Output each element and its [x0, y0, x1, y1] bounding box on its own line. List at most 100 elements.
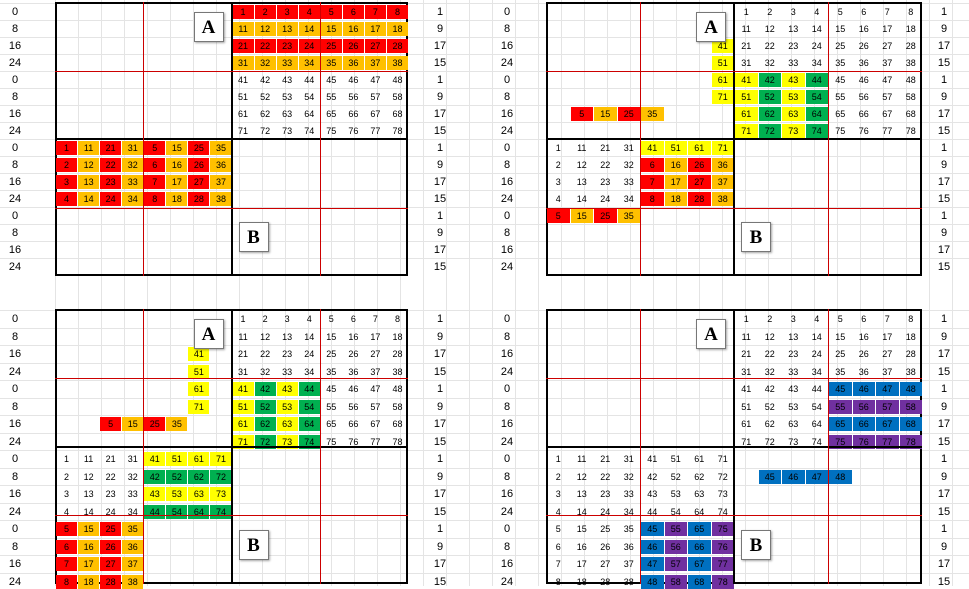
matrix-cell: 43	[276, 382, 298, 396]
matrix-cell: 14	[576, 507, 587, 517]
matrix-cell: 45	[835, 75, 846, 85]
matrix-cell: 2	[767, 7, 773, 17]
matrix-cell: 18	[905, 332, 916, 342]
row-offset-label: 16	[8, 488, 22, 500]
row-index-label: 15	[433, 125, 447, 137]
matrix-cell: 66	[858, 109, 869, 119]
matrix-cell: 32	[127, 472, 138, 482]
matrix-cell: 18	[392, 332, 403, 342]
matrix-cell: 71	[210, 452, 232, 466]
matrix-cell: 55	[326, 402, 337, 412]
matrix-cell: 75	[835, 126, 846, 136]
matrix-cell: 11	[741, 24, 751, 34]
row-offset-label: 16	[500, 558, 514, 570]
sheet-gridline-h	[0, 398, 969, 399]
matrix-cell: 52	[670, 472, 681, 482]
matrix-cell: 26	[858, 41, 869, 51]
matrix-cell: 26	[600, 542, 611, 552]
row-offset-label: 24	[8, 576, 22, 588]
row-index-label: 15	[433, 366, 447, 378]
row-offset-label: 16	[8, 558, 22, 570]
sheet-gridline-v	[78, 0, 79, 586]
sheet-gridline-v	[400, 0, 401, 586]
matrix-cell: 14	[811, 332, 822, 342]
matrix-cell: 73	[282, 126, 293, 136]
matrix-cell: 7	[144, 175, 166, 189]
row-offset-label: 24	[8, 436, 22, 448]
matrix-cell: 32	[623, 472, 634, 482]
row-offset-label: 24	[500, 125, 514, 137]
matrix-cell: 25	[835, 349, 846, 359]
matrix-cell: 31	[623, 143, 634, 153]
row-offset-label: 8	[503, 159, 511, 171]
sheet-gridline-v	[423, 0, 424, 586]
matrix-cell: 34	[811, 58, 822, 68]
sheet-gridline-v	[446, 0, 447, 586]
matrix-cell: 51	[735, 90, 758, 104]
sheet-gridline-v	[814, 0, 815, 586]
matrix-cell: 58	[905, 92, 916, 102]
row-index-label: 1	[436, 523, 444, 535]
matrix-cell: 28	[600, 577, 611, 587]
matrix-cell: 25	[320, 39, 342, 53]
matrix-cell: 13	[276, 22, 298, 36]
matrix-cell: 17	[576, 559, 587, 569]
matrix-cell: 65	[829, 417, 852, 431]
row-offset-label: 0	[503, 453, 511, 465]
matrix-cell: 74	[811, 437, 822, 447]
matrix-cell: 3	[555, 489, 561, 499]
matrix-cell: 68	[392, 109, 403, 119]
matrix-cell: 47	[641, 557, 664, 571]
row-offset-label: 16	[500, 244, 514, 256]
matrix-cell: 61	[188, 452, 210, 466]
matrix-cell: 32	[623, 160, 634, 170]
matrix-cell: 4	[56, 192, 78, 206]
matrix-cell: 77	[711, 557, 734, 571]
matrix-cell: 51	[188, 365, 210, 379]
matrix-cell: 25	[326, 349, 337, 359]
sub-block-divider-h	[546, 70, 922, 72]
matrix-cell: 47	[876, 382, 899, 396]
matrix-cell: 71	[711, 141, 734, 155]
matrix-cell: 24	[100, 192, 122, 206]
matrix-cell: 13	[576, 177, 587, 187]
row-index-label: 1	[940, 523, 948, 535]
matrix-cell: 25	[617, 107, 640, 121]
matrix-cell: 57	[882, 92, 893, 102]
matrix-cell: 11	[577, 454, 587, 464]
row-offset-label: 0	[11, 6, 19, 18]
matrix-cell: 71	[735, 124, 758, 138]
matrix-cell: 13	[83, 489, 94, 499]
matrix-cell: 33	[122, 175, 144, 189]
row-offset-label: 16	[500, 488, 514, 500]
matrix-cell: 41	[647, 454, 658, 464]
matrix-cell: 2	[767, 314, 773, 324]
matrix-cell: 14	[78, 192, 100, 206]
matrix-cell: 16	[664, 158, 687, 172]
row-index-label: 15	[433, 193, 447, 205]
matrix-cell: 42	[260, 75, 271, 85]
matrix-cell: 48	[641, 575, 664, 589]
matrix-cell: 35	[166, 417, 188, 431]
matrix-cell: 25	[188, 141, 210, 155]
sheet-gridline-h	[0, 310, 969, 311]
matrix-a-tag: A	[193, 12, 224, 42]
row-index-label: 17	[433, 488, 447, 500]
matrix-cell: 16	[342, 22, 364, 36]
sheet-gridline-v	[722, 0, 723, 586]
matrix-cell: 46	[641, 540, 664, 554]
matrix-cell: 32	[764, 58, 775, 68]
row-offset-label: 0	[503, 523, 511, 535]
matrix-cell: 48	[899, 382, 922, 396]
matrix-cell: 22	[105, 472, 116, 482]
sheet-gridline-v	[699, 0, 700, 586]
matrix-cell: 35	[320, 56, 342, 70]
matrix-cell: 14	[304, 332, 315, 342]
matrix-cell: 17	[664, 175, 687, 189]
matrix-cell: 11	[83, 454, 94, 464]
matrix-cell: 38	[386, 56, 408, 70]
row-index-label: 1	[940, 453, 948, 465]
matrix-cell: 2	[262, 314, 268, 324]
matrix-cell: 27	[882, 41, 893, 51]
